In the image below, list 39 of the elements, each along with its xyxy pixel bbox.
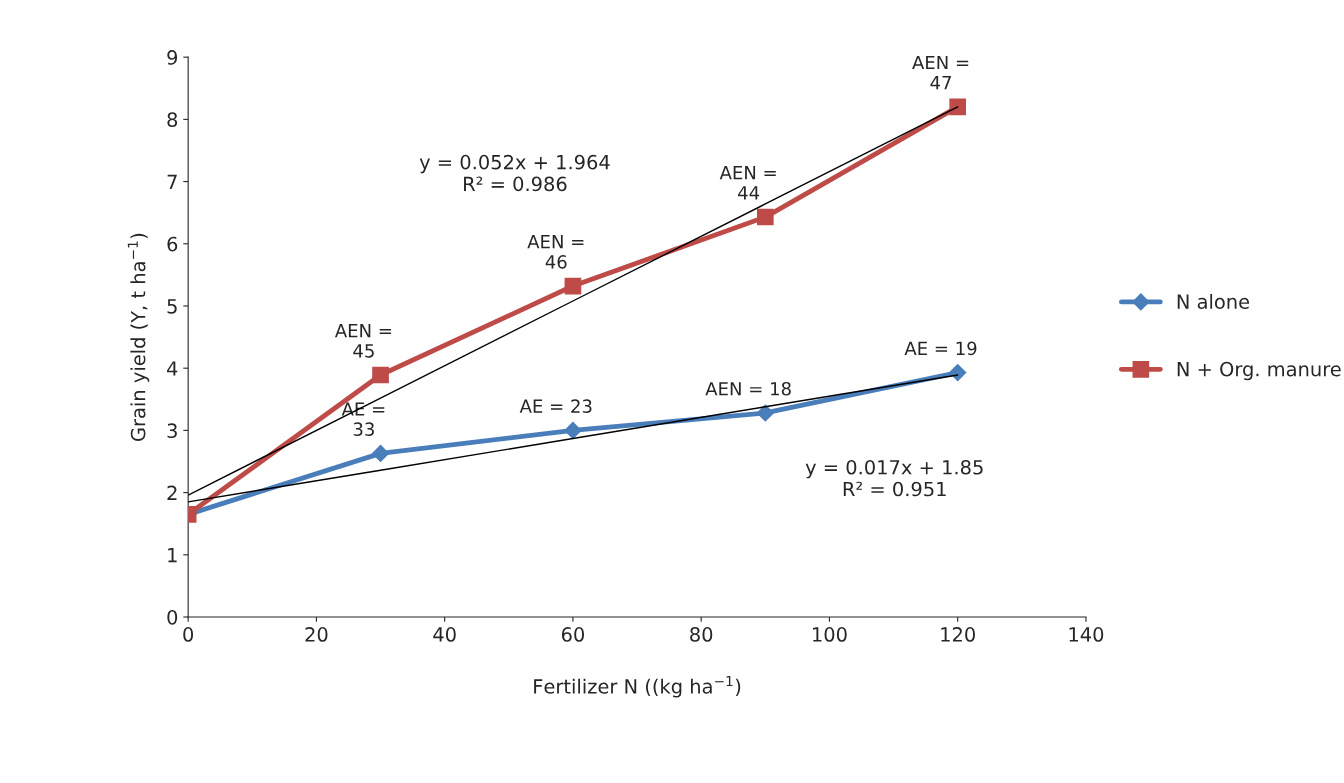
y-tick-label: 6 xyxy=(167,236,178,252)
x-tick-label: 140 xyxy=(1069,627,1104,642)
y-tick-label: 4 xyxy=(167,361,178,376)
x-tick-label: 80 xyxy=(690,627,713,642)
x-tick-label: 100 xyxy=(813,627,847,642)
y-tick-label: 7 xyxy=(167,174,177,189)
annotation: AEN = 45 xyxy=(334,324,392,358)
y-axis-title: Grain yield (Y, t ha$^{−1}$) xyxy=(127,233,150,441)
point xyxy=(949,363,967,382)
y-tick-label: 0 xyxy=(167,609,178,625)
x-tick-label: 120 xyxy=(941,627,975,642)
annotation: AEN = 18 xyxy=(705,381,791,396)
point xyxy=(371,444,390,462)
point xyxy=(949,98,967,116)
y-tick-label: 3 xyxy=(167,423,177,439)
y-tick-label: 9 xyxy=(167,50,178,65)
annotation: y = 0.017x + 1.85 R² = 0.951 xyxy=(805,459,983,497)
x-tick-label: 60 xyxy=(561,627,585,642)
annotation: AE = 19 xyxy=(904,341,977,356)
annotation: AEN = 46 xyxy=(527,235,584,269)
point xyxy=(564,277,582,295)
y-tick-label: 2 xyxy=(167,485,177,500)
x-axis-title: Fertilizer N ((kg ha$^{−1}$) xyxy=(534,676,741,698)
point xyxy=(756,208,774,226)
point xyxy=(756,404,774,422)
annotation: AEN = 44 xyxy=(719,166,776,200)
y-tick-label: 8 xyxy=(167,112,178,128)
annotation: y = 0.052x + 1.964 R² = 0.986 xyxy=(419,154,610,192)
legend-label: N + Org. manure xyxy=(1177,361,1341,381)
point xyxy=(372,366,389,384)
annotation: AE = 23 xyxy=(519,399,592,413)
y-tick-label: 1 xyxy=(168,548,177,563)
x-tick-label: 40 xyxy=(433,627,456,642)
annotation: AEN = 47 xyxy=(912,55,969,90)
x-tick-label: 20 xyxy=(305,627,328,642)
point xyxy=(564,421,582,439)
y-tick-label: 5 xyxy=(167,299,177,314)
legend-label: N alone xyxy=(1177,293,1250,310)
x-tick-label: 0 xyxy=(183,627,194,642)
